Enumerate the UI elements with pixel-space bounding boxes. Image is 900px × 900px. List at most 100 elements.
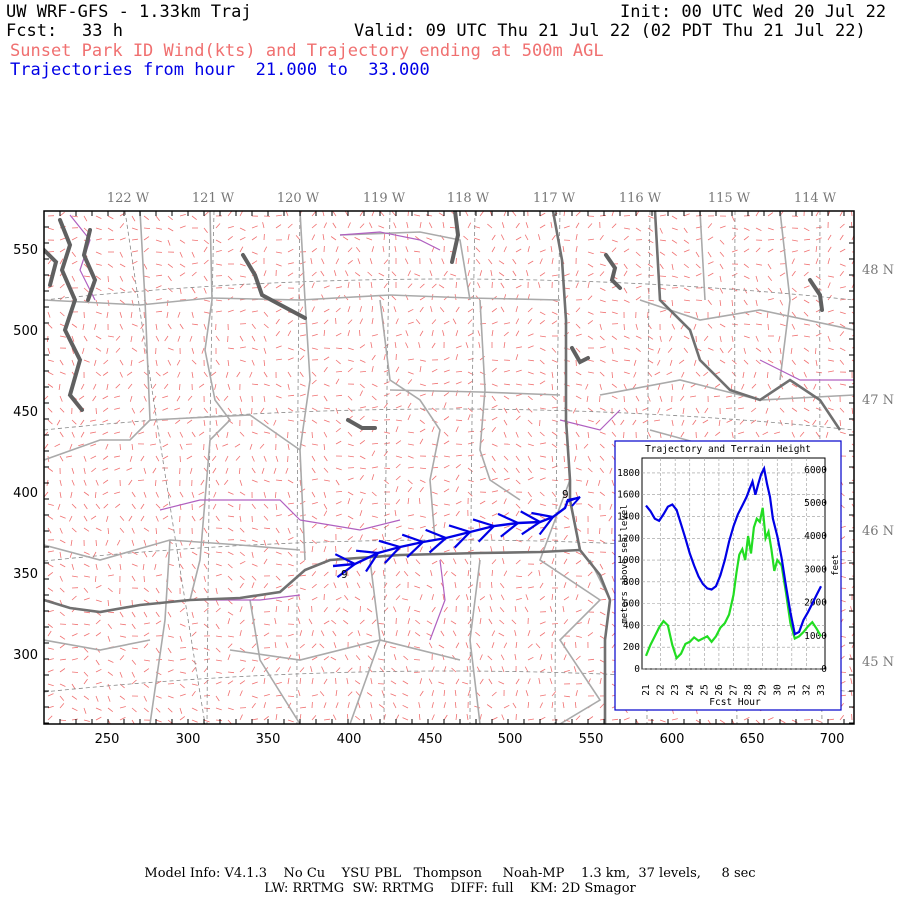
wind-barb bbox=[572, 407, 577, 414]
wind-barb bbox=[539, 359, 545, 365]
wind-barb bbox=[131, 323, 138, 327]
wind-barb bbox=[431, 666, 435, 673]
wind-barb bbox=[191, 431, 196, 438]
wind-barb bbox=[815, 371, 822, 374]
wind-barb bbox=[215, 681, 222, 685]
wind-barb bbox=[539, 503, 546, 506]
wind-barb bbox=[527, 333, 534, 337]
wind-barb bbox=[419, 678, 423, 685]
wind-barb bbox=[323, 503, 328, 510]
wind-barb bbox=[443, 320, 450, 325]
wind-barb bbox=[177, 371, 181, 378]
wind-barb bbox=[311, 630, 314, 637]
wind-barb bbox=[297, 606, 301, 613]
wind-barb bbox=[131, 575, 136, 582]
wind-barb bbox=[131, 275, 136, 282]
wind-barb bbox=[71, 467, 75, 474]
wind-barb bbox=[335, 690, 338, 697]
wind-barb bbox=[487, 655, 493, 661]
x-label: 400 bbox=[337, 732, 362, 747]
wind-barb bbox=[198, 503, 205, 508]
wind-barb bbox=[71, 479, 75, 486]
wind-barb bbox=[191, 659, 197, 665]
inset-hour-tick: 22 bbox=[656, 684, 667, 695]
wind-barb bbox=[335, 317, 337, 325]
wind-barb bbox=[131, 287, 136, 294]
wind-barb bbox=[298, 654, 301, 661]
wind-barb bbox=[263, 715, 269, 721]
wind-barb bbox=[635, 347, 641, 353]
y-label: 350 bbox=[13, 567, 38, 582]
wind-barb bbox=[575, 246, 578, 253]
wind-barb bbox=[839, 383, 846, 386]
wind-barb bbox=[299, 574, 306, 577]
wind-barb bbox=[167, 527, 174, 531]
wind-barb bbox=[71, 359, 75, 366]
wind-barb bbox=[383, 479, 389, 485]
wind-barb bbox=[450, 273, 457, 277]
lon-label: 116 W bbox=[619, 191, 662, 206]
wind-barb bbox=[395, 440, 402, 445]
wind-barb bbox=[131, 679, 137, 685]
wind-barb bbox=[239, 606, 243, 613]
wind-barb bbox=[371, 395, 377, 401]
wind-barb bbox=[335, 440, 342, 445]
wind-barb bbox=[223, 395, 229, 401]
wind-barb bbox=[261, 467, 265, 474]
wind-barb bbox=[511, 211, 517, 217]
wind-barb bbox=[323, 571, 329, 577]
wind-barb bbox=[263, 702, 266, 709]
wind-barb bbox=[299, 306, 304, 313]
wind-barb bbox=[102, 407, 109, 412]
wind-barb bbox=[188, 407, 193, 414]
wind-barb bbox=[526, 270, 529, 277]
wind-barb bbox=[354, 272, 361, 277]
wind-barb bbox=[587, 371, 594, 374]
wind-barb bbox=[119, 323, 123, 330]
wind-barb bbox=[719, 251, 725, 257]
wind-barb bbox=[815, 431, 820, 438]
wind-barb bbox=[503, 407, 508, 414]
wind-barb bbox=[394, 510, 397, 517]
wind-barb bbox=[851, 211, 853, 217]
wind-barb bbox=[83, 655, 89, 661]
wind-barb bbox=[366, 692, 373, 697]
wind-barb bbox=[779, 323, 786, 327]
wind-barb bbox=[227, 226, 234, 229]
wind-barb bbox=[512, 702, 517, 709]
wind-barb bbox=[515, 407, 520, 414]
wind-barb bbox=[191, 359, 197, 365]
wind-barb bbox=[827, 370, 834, 373]
wind-barb bbox=[59, 455, 64, 462]
wind-barb bbox=[359, 329, 361, 337]
wind-barb bbox=[59, 237, 66, 241]
wind-barb bbox=[476, 642, 481, 649]
wind-barb bbox=[119, 671, 123, 678]
wind-barb bbox=[455, 407, 463, 409]
wind-barb bbox=[251, 659, 258, 662]
wind-barb bbox=[311, 431, 313, 439]
wind-barb bbox=[263, 283, 269, 289]
wind-barb bbox=[227, 654, 231, 661]
wind-barb bbox=[163, 383, 169, 389]
wind-barb bbox=[623, 347, 630, 350]
wind-barb bbox=[311, 347, 318, 350]
wind-barb bbox=[491, 500, 498, 505]
wind-barb bbox=[260, 407, 265, 414]
wind-barb bbox=[512, 258, 517, 265]
wind-barb bbox=[491, 330, 494, 337]
wind-barb bbox=[251, 323, 256, 330]
wind-barb bbox=[107, 671, 114, 676]
wind-barb bbox=[90, 443, 97, 447]
wind-barb bbox=[405, 246, 409, 253]
wind-barb bbox=[287, 248, 294, 253]
wind-barb bbox=[347, 330, 350, 337]
wind-barb bbox=[587, 467, 593, 473]
wind-barb bbox=[191, 707, 198, 711]
wind-barb bbox=[647, 359, 654, 364]
wind-barb bbox=[357, 630, 361, 637]
wind-barb bbox=[750, 419, 757, 424]
wind-barb bbox=[443, 714, 448, 721]
wind-barb bbox=[179, 239, 186, 244]
wind-barb bbox=[131, 527, 135, 534]
